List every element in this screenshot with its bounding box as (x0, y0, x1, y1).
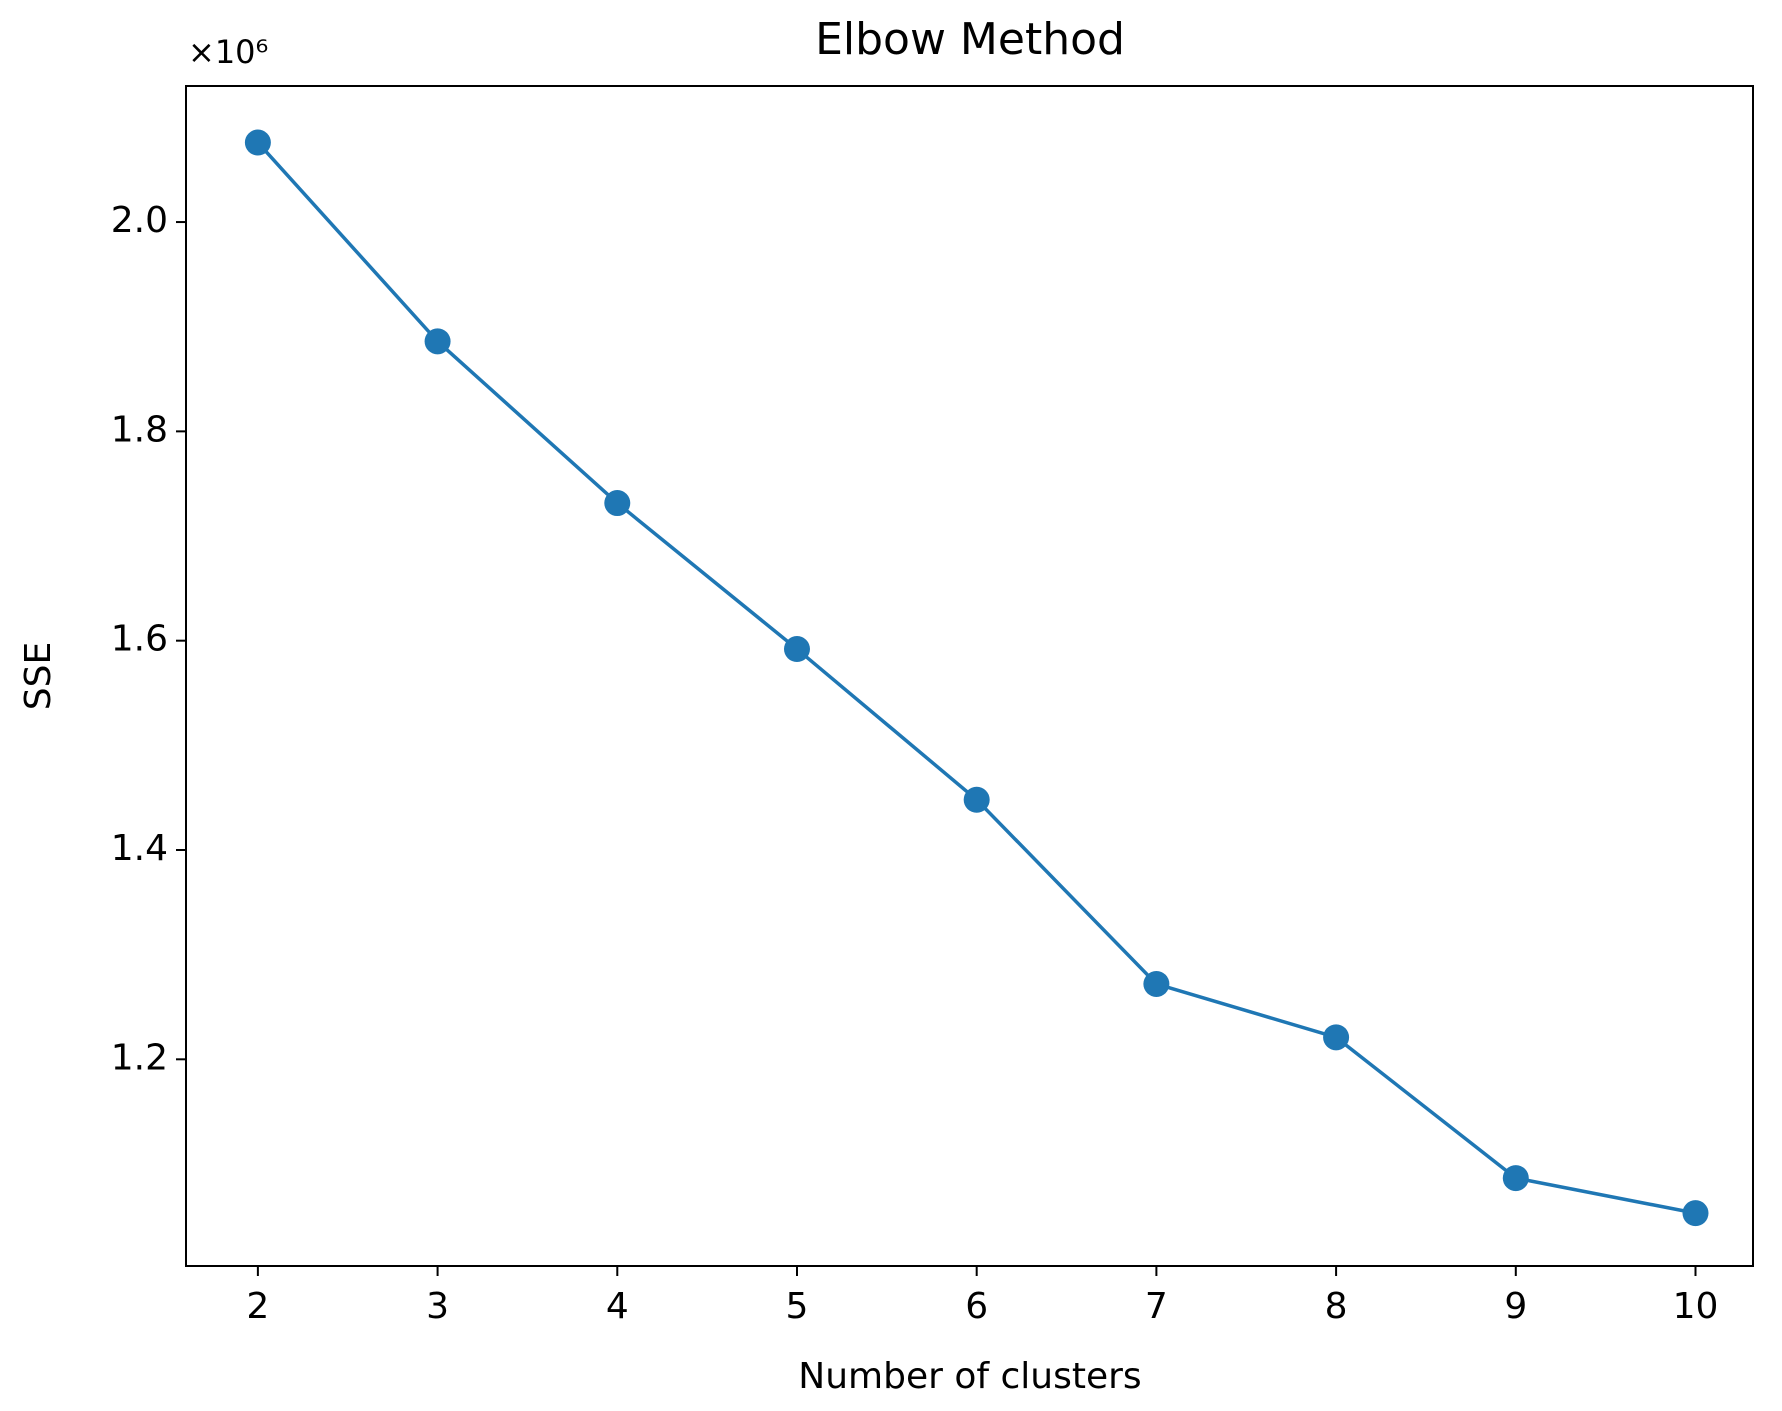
x-tick-label: 10 (1673, 1286, 1719, 1327)
y-tick-label: 1.8 (111, 409, 168, 450)
x-tick-label: 8 (1325, 1286, 1348, 1327)
y-tick-label: 1.6 (111, 619, 168, 660)
x-tick-label: 3 (426, 1286, 449, 1327)
point (1143, 970, 1170, 997)
x-tick-label: 6 (965, 1286, 988, 1327)
x-tick-label: 7 (1145, 1286, 1168, 1327)
x-tick-label: 2 (246, 1286, 269, 1327)
point (604, 490, 631, 517)
x-tick-label: 5 (786, 1286, 809, 1327)
y-tick-label: 1.2 (111, 1037, 168, 1078)
point (244, 129, 271, 156)
point (1323, 1024, 1350, 1051)
y-offset-label: ×10⁶ (188, 33, 268, 71)
point (424, 328, 451, 355)
y-tick-label: 2.0 (111, 200, 168, 241)
plot-frame (185, 85, 1754, 1267)
y-tick-label: 1.4 (111, 828, 168, 869)
x-tick-label: 4 (606, 1286, 629, 1327)
x-tick-label: 9 (1504, 1286, 1527, 1327)
chart-title: Elbow Method (815, 14, 1125, 65)
point (783, 636, 810, 663)
y-axis-label: SSE (18, 642, 59, 710)
point (1502, 1165, 1529, 1192)
point (1682, 1200, 1709, 1227)
point (963, 786, 990, 813)
x-axis-label: Number of clusters (798, 1356, 1141, 1397)
